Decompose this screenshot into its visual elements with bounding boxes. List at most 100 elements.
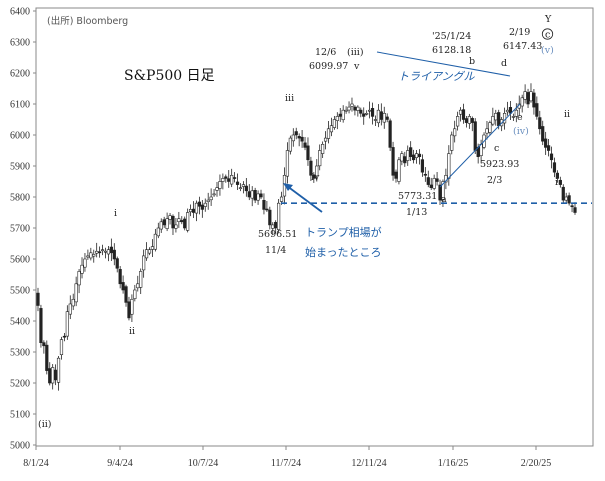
candle-body xyxy=(344,109,348,112)
y-tick-label: 6100 xyxy=(10,100,30,111)
candle-body xyxy=(505,109,510,113)
candle-body xyxy=(373,119,378,121)
annotation-label: 5696.51 xyxy=(258,229,297,240)
candle-body xyxy=(98,251,102,254)
candle-body xyxy=(341,109,345,121)
candle-body xyxy=(48,368,52,384)
annotation-label: 6099.97 xyxy=(309,61,348,72)
annotation-label: Y xyxy=(544,14,552,25)
triangle-lower-line xyxy=(439,103,521,188)
annotation-label: (ii) xyxy=(38,419,52,430)
candle-body xyxy=(385,116,389,120)
candle-body xyxy=(400,153,404,162)
candle-body xyxy=(262,199,266,210)
x-axis: 8/1/24 9/4/24 10/7/24 11/7/24 12/11/24 1/16/2… xyxy=(23,446,551,469)
candle-body xyxy=(564,196,568,201)
annotation-label: ii xyxy=(129,326,135,337)
candle-body xyxy=(224,176,228,179)
annotation-label: 12/6 xyxy=(315,47,336,58)
candle-body xyxy=(362,113,366,117)
candle-body xyxy=(461,109,466,120)
candle-body xyxy=(265,208,269,211)
y-axis: 5000 5100 5200 5300 5400 5500 5600 5700 5800 5900… xyxy=(10,7,36,452)
candle-body xyxy=(62,335,67,338)
candle-body xyxy=(467,116,471,124)
annotation-label: 2/3 xyxy=(487,175,502,186)
candle-body xyxy=(77,271,81,286)
candle-body xyxy=(370,108,375,117)
candle-body xyxy=(71,298,75,307)
candle-body xyxy=(191,208,196,213)
candle-body xyxy=(456,116,460,127)
candle-body xyxy=(68,303,72,315)
candle-body xyxy=(353,106,357,111)
y-tick-label: 5200 xyxy=(10,379,30,390)
candle-body xyxy=(420,159,425,173)
y-tick-label: 6000 xyxy=(10,131,30,142)
candle-body xyxy=(106,249,111,255)
candle-body xyxy=(538,117,542,130)
candle-body xyxy=(271,224,275,229)
candle-body xyxy=(350,103,354,107)
annotation-label: (v) xyxy=(541,45,554,56)
candle-body xyxy=(95,250,99,254)
candle-body xyxy=(39,308,43,344)
candle-body xyxy=(544,138,548,148)
annotation-label: c xyxy=(494,143,499,154)
candle-body xyxy=(359,109,363,114)
annotation-label: c xyxy=(545,30,550,41)
candle-body xyxy=(218,181,222,189)
x-tick-label: 2/20/25 xyxy=(521,458,552,469)
y-tick-label: 5900 xyxy=(10,162,30,173)
candle-body xyxy=(247,191,251,198)
y-tick-label: 5600 xyxy=(10,255,30,266)
candle-body xyxy=(200,204,204,210)
candle-body xyxy=(139,271,143,288)
candle-body xyxy=(409,147,413,157)
y-tick-label: 5300 xyxy=(10,348,30,359)
candle-body xyxy=(485,128,489,134)
candle-body xyxy=(414,153,419,159)
candle-body xyxy=(329,125,334,133)
candle-body xyxy=(441,181,445,201)
candle-body xyxy=(127,301,131,319)
candle-body xyxy=(36,292,40,306)
candle-body xyxy=(203,202,207,207)
candle-body xyxy=(450,134,454,151)
candle-body xyxy=(288,137,292,152)
candle-body xyxy=(115,258,119,269)
annotation-label: 5773.31 xyxy=(398,191,437,202)
candle-body xyxy=(103,250,108,253)
candle-body xyxy=(188,209,193,213)
candle-body xyxy=(142,255,146,271)
candle-body xyxy=(150,246,155,250)
y-tick-label: 5700 xyxy=(10,224,30,235)
y-tick-label: 5000 xyxy=(10,441,30,452)
annotation-label: 2/19 xyxy=(509,27,530,38)
candle-body xyxy=(297,136,301,139)
candle-body xyxy=(520,97,524,107)
candle-body xyxy=(100,249,105,251)
candle-body xyxy=(432,178,436,189)
candle-body xyxy=(86,255,90,258)
candle-body xyxy=(285,150,290,177)
annotation-label: 5923.93 xyxy=(480,159,519,170)
candle-body xyxy=(438,184,442,201)
annotation-label: 11/4 xyxy=(265,245,286,256)
candle-body xyxy=(391,147,395,176)
candle-body xyxy=(394,171,398,179)
triangle-label: トライアングル xyxy=(398,70,476,83)
candle-body xyxy=(238,187,243,189)
candle-body xyxy=(429,184,433,188)
candle-body xyxy=(244,185,248,192)
candle-body xyxy=(136,283,140,289)
candle-body xyxy=(382,113,386,123)
x-tick-label: 1/16/25 xyxy=(438,458,469,469)
candle-body xyxy=(153,233,157,250)
candle-body xyxy=(83,258,87,268)
y-tick-label: 5800 xyxy=(10,193,30,204)
candle-body xyxy=(326,128,331,139)
candle-body xyxy=(206,199,210,202)
candle-body xyxy=(453,128,457,137)
